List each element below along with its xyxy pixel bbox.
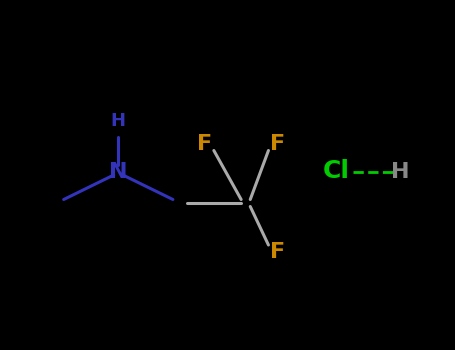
Text: Cl: Cl [323, 160, 350, 183]
Text: N: N [109, 161, 127, 182]
Text: F: F [197, 133, 212, 154]
Text: F: F [270, 242, 285, 262]
Text: H: H [391, 161, 410, 182]
Text: H: H [111, 112, 126, 130]
Text: F: F [270, 133, 285, 154]
